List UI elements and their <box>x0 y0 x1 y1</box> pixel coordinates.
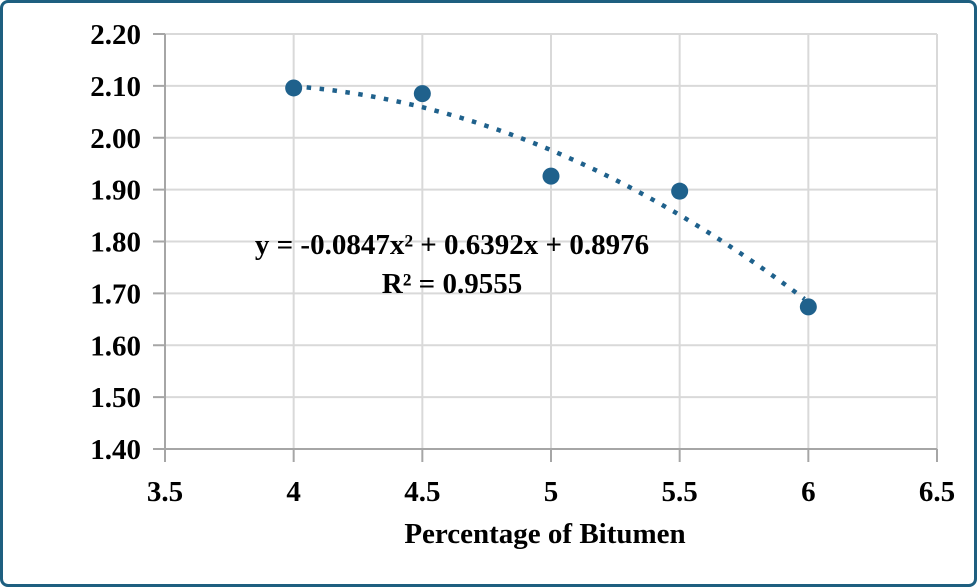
svg-text:1.80: 1.80 <box>90 227 141 259</box>
polynomial-trendline <box>293 84 806 301</box>
svg-text:1.60: 1.60 <box>90 330 141 362</box>
trendline-annotation: y = -0.0847x² + 0.6392x + 0.8976 R² = 0.… <box>212 226 692 304</box>
svg-text:1.90: 1.90 <box>90 175 141 207</box>
svg-text:5: 5 <box>544 476 559 508</box>
x-axis-title: Percentage of Bitumen <box>404 518 686 550</box>
svg-text:5.5: 5.5 <box>662 476 698 508</box>
trendline-r-squared: R² = 0.9555 <box>381 268 523 300</box>
gridlines <box>164 33 938 450</box>
svg-text:3.5: 3.5 <box>147 476 183 508</box>
trendline-equation: y = -0.0847x² + 0.6392x + 0.8976 <box>254 229 650 261</box>
svg-text:1.50: 1.50 <box>90 382 141 414</box>
svg-text:4.5: 4.5 <box>404 476 440 508</box>
data-point-markers <box>285 79 817 316</box>
svg-text:2.20: 2.20 <box>90 19 141 51</box>
svg-text:2.00: 2.00 <box>90 123 141 155</box>
svg-text:1.70: 1.70 <box>90 278 141 310</box>
y-axis-tick-labels: 2.20 2.10 2.00 1.90 1.80 1.70 1.60 1.50 1.40 <box>90 19 141 466</box>
svg-text:2.10: 2.10 <box>90 71 141 103</box>
svg-text:4: 4 <box>286 476 301 508</box>
svg-text:6: 6 <box>801 476 816 508</box>
x-axis-tick-labels: 3.5 4 4.5 5 5.5 6 6.5 <box>147 476 955 508</box>
axes <box>153 33 938 462</box>
svg-text:1.40: 1.40 <box>90 434 141 466</box>
svg-text:6.5: 6.5 <box>919 476 955 508</box>
